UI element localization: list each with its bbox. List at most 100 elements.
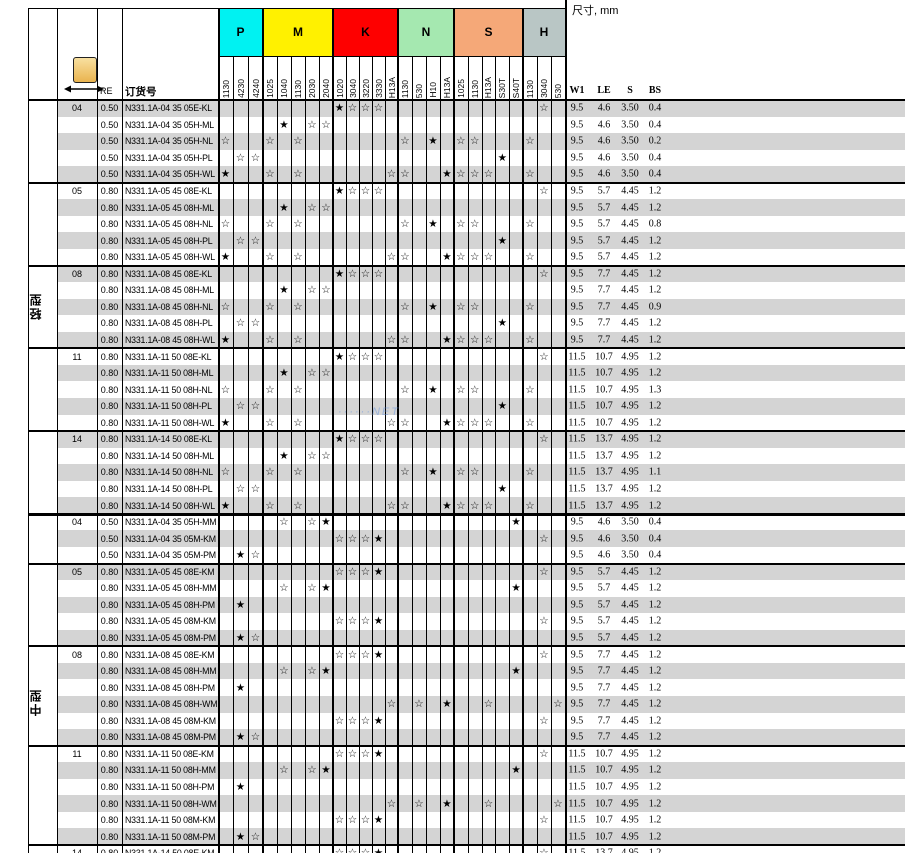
grid-hline [218, 56, 565, 57]
catalog-row: 0.80 N331.1A-11 50 08H-MM ☆ ☆ ★ ★ 11.5 10.7 4.95… [0, 762, 905, 779]
open-star-icon: ☆ [400, 168, 410, 181]
re-cell: 0.80 [100, 599, 119, 610]
open-star-icon: ☆ [265, 499, 275, 512]
dim-value-cell: 7.7 [597, 268, 611, 280]
order-column-header: 订货号 [125, 86, 157, 98]
grid-hline [28, 645, 905, 648]
catalog-row: 0.80 N331.1A-08 45 08H-NL ☆ ☆ ☆ ☆ ★ ☆ ☆ ☆ 9.5 7.7 4.… [0, 298, 905, 316]
group-size-cell: 05 [71, 186, 82, 197]
order-number-cell: N331.1A-08 45 08H-WL [125, 335, 215, 346]
grid-vline [346, 56, 347, 853]
filled-star-icon: ★ [373, 747, 384, 760]
catalog-row: 0.50 N331.1A-04 35 05M-PM ★ ☆ 9.5 4.6 3.50 0.4 [0, 547, 905, 564]
re-cell: 0.80 [100, 434, 119, 445]
row-band [57, 745, 905, 763]
dim-value-cell: 0.4 [648, 549, 662, 561]
catalog-row: 0.80 N331.1A-14 50 08H-ML ★ ☆ ☆ 11.5 13.7 4.95 1… [0, 447, 905, 465]
open-star-icon: ☆ [456, 383, 466, 396]
open-star-icon: ☆ [347, 433, 358, 446]
open-star-icon: ☆ [483, 698, 494, 711]
open-star-icon: ☆ [360, 714, 371, 727]
grade-col-label: 2030 [307, 79, 317, 98]
grid-hline [28, 181, 905, 184]
row-band [57, 712, 905, 730]
grid-vline [248, 56, 249, 853]
catalog-row: 0.50 N331.1A-04 35 05H-NL ☆ ☆ ☆ ☆ ★ ☆ ☆ ☆ 9.5 4.6 3.… [0, 133, 905, 150]
filled-star-icon: ★ [442, 499, 452, 512]
order-number-cell: N331.1A-11 50 08H-PL [125, 401, 212, 412]
re-cell: 0.80 [100, 318, 119, 329]
filled-star-icon: ★ [373, 565, 384, 578]
order-number-cell: N331.1A-04 35 05M-PM [125, 550, 216, 561]
dim-value-cell: 9.5 [570, 698, 584, 710]
filled-star-icon: ★ [321, 764, 331, 777]
catalog-row: 0.80 N331.1A-05 45 08H-WL ★ ☆ ☆ ☆ ☆ ★ ☆ ☆ ☆ ☆ 9.5 5.7… [0, 249, 905, 266]
open-star-icon: ☆ [360, 433, 371, 446]
catalog-row: 0.80 N331.1A-08 45 08M-KM ☆ ☆ ☆ ★ ☆ 9.5 7.7 4.45 1… [0, 712, 905, 730]
grade-block-M: M [263, 8, 333, 56]
filled-star-icon: ★ [511, 764, 521, 777]
open-star-icon: ☆ [525, 300, 535, 313]
dim-value-cell: 7.7 [597, 317, 611, 329]
grade-col-label-cell: 1130 [398, 56, 412, 100]
grade-col-label: 2040 [321, 79, 331, 98]
re-cell: 0.80 [100, 219, 119, 230]
dim-value-cell: 4.95 [621, 400, 639, 412]
re-cell: 0.50 [100, 169, 119, 180]
open-star-icon: ☆ [386, 168, 397, 181]
re-cell: 0.80 [100, 335, 119, 346]
grade-col-label-cell: 1025 [263, 56, 277, 100]
re-cell: 0.80 [100, 450, 119, 461]
dim-value-cell: 5.7 [597, 202, 611, 214]
order-number-cell: N331.1A-05 45 08M-KM [125, 616, 216, 627]
open-star-icon: ☆ [539, 184, 549, 197]
dim-value-cell: 11.5 [568, 831, 586, 843]
re-cell: 0.80 [97, 848, 122, 853]
filled-star-icon: ★ [321, 582, 331, 595]
re-cell: 0.80 [100, 301, 119, 312]
dim-value-cell: 7.7 [597, 301, 611, 313]
filled-star-icon: ★ [279, 366, 289, 379]
grid-vline [537, 56, 538, 853]
re-cell: 0.80 [100, 798, 119, 809]
open-star-icon: ☆ [279, 582, 289, 595]
re-cell: 0.80 [100, 682, 119, 693]
row-band [57, 282, 905, 299]
catalog-row: 0.80 N331.1A-05 45 08H-PL ☆ ☆ ★ 9.5 5.7 4.45 1.2 [0, 232, 905, 249]
grade-col-label-cell: 4230 [233, 56, 248, 100]
open-star-icon: ☆ [359, 848, 373, 853]
open-star-icon: ☆ [293, 383, 303, 396]
dim-value-cell: 1.2 [648, 334, 662, 346]
grade-col-label-cell: 3220 [359, 56, 372, 100]
dim-value-cell: 1.2 [648, 268, 662, 280]
open-star-icon: ☆ [553, 797, 563, 810]
open-star-icon: ☆ [279, 515, 289, 528]
open-star-icon: ☆ [539, 565, 549, 578]
re-cell: 0.80 [100, 566, 119, 577]
grid-vline [509, 56, 511, 853]
grid-hline [28, 347, 905, 350]
catalog-row: 0.80 N331.1A-08 45 08M-PM ★ ☆ 9.5 7.7 4.45 1.2 [0, 729, 905, 746]
dim-value-cell: 0.2 [648, 135, 662, 147]
open-star-icon: ☆ [347, 813, 358, 826]
re-cell: 0.80 [100, 235, 119, 246]
grid-vline [440, 56, 441, 853]
open-star-icon: ☆ [539, 813, 549, 826]
dim-value-cell: 0.9 [648, 301, 662, 313]
open-star-icon: ☆ [386, 416, 397, 429]
order-number-cell: N331.1A-05 45 08E-KL [125, 186, 212, 197]
order-number-cell: N331.1A-08 45 08H-PM [125, 682, 215, 693]
grade-col-label: H13A [442, 76, 452, 98]
row-band [57, 348, 905, 365]
dim-value-cell: 1.2 [648, 351, 662, 363]
open-star-icon: ☆ [347, 747, 358, 760]
re-cell: 0.80 [100, 649, 119, 660]
re-cell: 0.80 [100, 252, 119, 263]
filled-star-icon: ★ [428, 135, 438, 148]
row-band [57, 629, 905, 647]
open-star-icon: ☆ [386, 333, 397, 346]
dim-value-cell: 7.7 [597, 698, 611, 710]
order-number-cell: N331.1A-05 45 08H-WL [125, 252, 215, 263]
open-star-icon: ☆ [346, 848, 360, 853]
dim-value-cell: 13.7 [595, 466, 613, 478]
